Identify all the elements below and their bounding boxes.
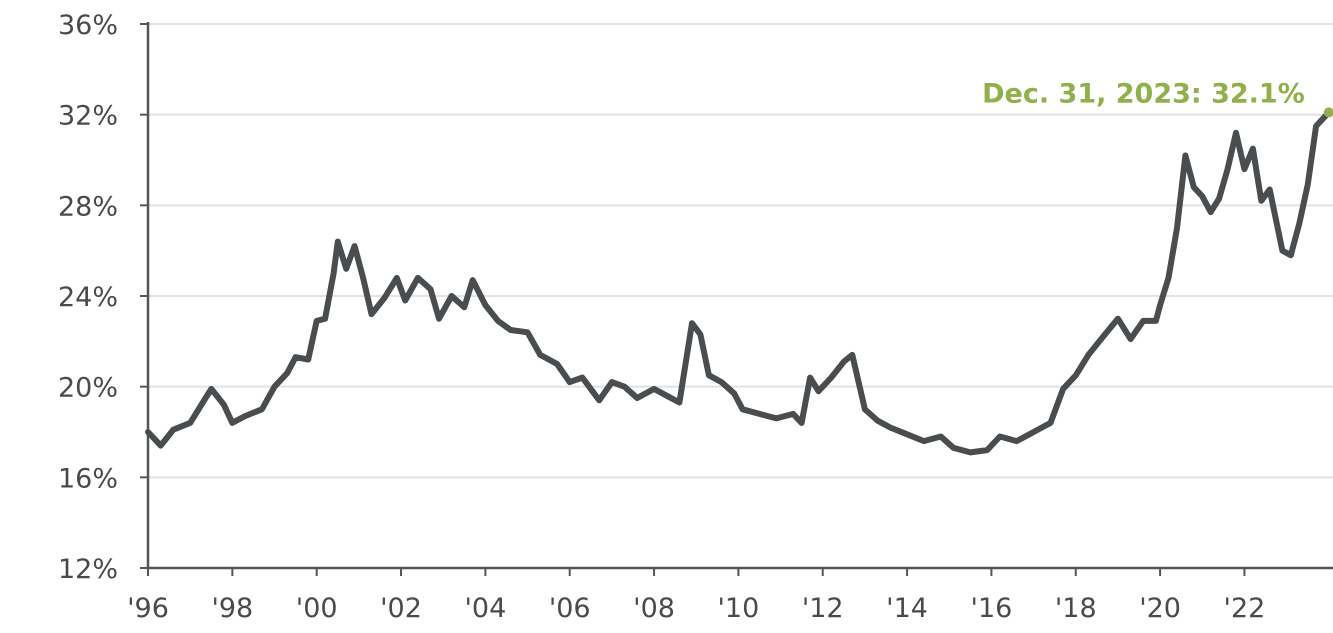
x-tick-label: '02 bbox=[380, 593, 422, 624]
y-tick-label: 28% bbox=[58, 191, 118, 222]
series-layer bbox=[145, 107, 1333, 456]
x-tick-label: '04 bbox=[464, 593, 506, 624]
x-tick-label: '00 bbox=[296, 593, 338, 624]
x-tick-label: '18 bbox=[1055, 593, 1097, 624]
x-tick-label: '22 bbox=[1224, 593, 1266, 624]
annotation-layer: Dec. 31, 2023: 32.1% bbox=[982, 78, 1305, 109]
y-tick-label: 12% bbox=[58, 554, 118, 585]
y-tick-label: 20% bbox=[58, 373, 118, 404]
x-tick-label: '20 bbox=[1139, 593, 1181, 624]
x-tick-label: '96 bbox=[127, 593, 169, 624]
y-tick-label: 36% bbox=[58, 10, 118, 41]
x-axis-tick-labels: '96 '98 '00 '02 '04 '06 '08 '10 '12 '14 '16 '18 '20 '… bbox=[127, 593, 1265, 624]
y-tick-label: 24% bbox=[58, 282, 118, 313]
x-tick-label: '16 bbox=[971, 593, 1013, 624]
y-axis-tick-labels: 36% 32% 28% 24% 20% 16% 12% bbox=[58, 10, 118, 585]
x-tick-label: '06 bbox=[549, 593, 591, 624]
y-tick-label: 32% bbox=[58, 101, 118, 132]
y-tick-label: 16% bbox=[58, 463, 118, 494]
x-tick-label: '12 bbox=[802, 593, 844, 624]
x-tick-label: '10 bbox=[718, 593, 760, 624]
gridlines bbox=[148, 23, 1333, 479]
x-tick-label: '14 bbox=[886, 593, 928, 624]
x-tick-label: '98 bbox=[211, 593, 253, 624]
latest-value-annotation: Dec. 31, 2023: 32.1% bbox=[982, 78, 1305, 109]
axes bbox=[140, 22, 1333, 576]
series-end-point bbox=[1323, 107, 1333, 118]
series-line bbox=[145, 109, 1332, 456]
x-tick-label: '08 bbox=[633, 593, 675, 624]
